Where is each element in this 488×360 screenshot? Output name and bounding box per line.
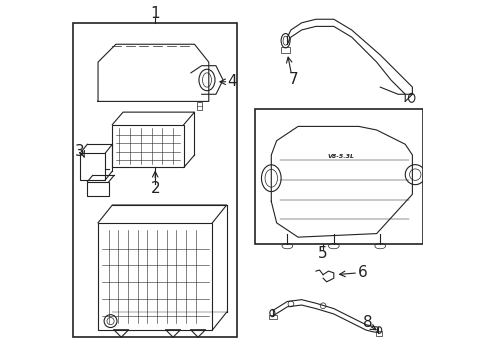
- Bar: [268, 315, 276, 319]
- Bar: [73, 23, 237, 337]
- Text: 1: 1: [150, 6, 160, 21]
- Bar: [281, 47, 289, 53]
- Text: 3: 3: [75, 144, 85, 159]
- Text: 8: 8: [362, 315, 372, 330]
- Text: 2: 2: [150, 181, 160, 197]
- Bar: [98, 223, 212, 330]
- Bar: [375, 332, 382, 336]
- Text: 4: 4: [227, 74, 236, 89]
- Text: 6: 6: [357, 265, 366, 280]
- Text: 5: 5: [318, 246, 327, 261]
- Text: 7: 7: [288, 72, 297, 87]
- Text: V8-5.3L: V8-5.3L: [327, 154, 354, 159]
- Bar: [112, 125, 183, 167]
- Bar: [255, 109, 422, 244]
- Bar: [197, 103, 201, 111]
- Bar: [80, 153, 105, 180]
- Bar: [87, 182, 108, 196]
